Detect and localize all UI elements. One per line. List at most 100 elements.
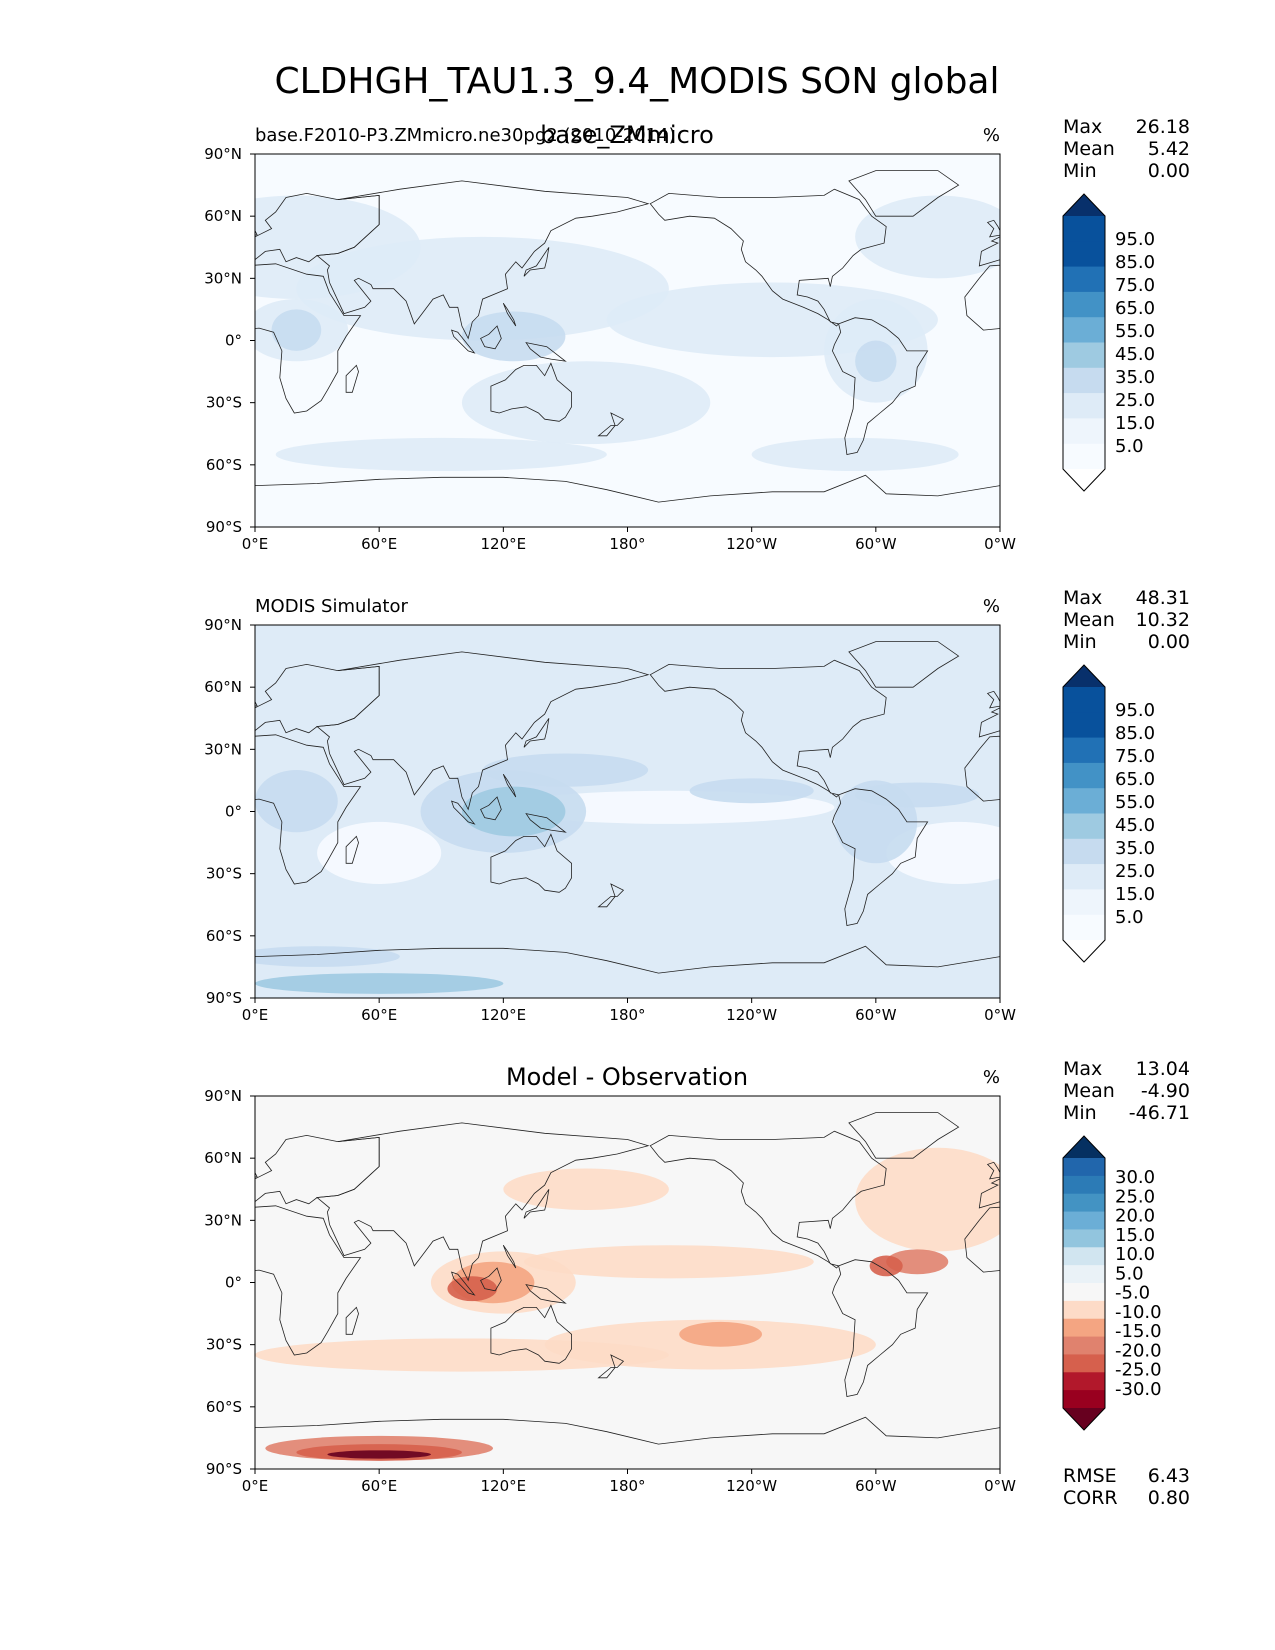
coastline-borneo <box>480 1267 502 1292</box>
coastline-northAmerica <box>649 659 887 798</box>
y-tick-label: 60°N <box>204 678 242 696</box>
colorbar-tick-label: 75.0 <box>1115 275 1155 296</box>
coastline-greenland <box>848 641 960 688</box>
colorbar-segment <box>1063 241 1105 268</box>
panel-title: Model - Observation <box>506 1063 748 1091</box>
coastline-asia <box>316 1122 650 1282</box>
y-tick-label: 0° <box>225 1274 242 1292</box>
field-layer <box>255 154 1000 527</box>
x-tick-label: 120°W <box>726 535 777 553</box>
panel-subtitle: MODIS Simulator <box>255 596 408 617</box>
y-tick-label: 90°N <box>204 1087 242 1105</box>
stat-label-mean: Mean <box>1063 609 1115 631</box>
field-contour <box>869 1255 903 1277</box>
stat-value-min: 0.00 <box>1148 631 1190 653</box>
coastline-antarctica <box>255 945 1000 998</box>
colorbar-extend-top <box>1063 194 1105 216</box>
field-contour <box>751 437 959 472</box>
x-tick-label: 120°W <box>726 1477 777 1495</box>
units-label: % <box>983 596 1000 617</box>
coastline-sumatra <box>450 1271 476 1296</box>
field-contour <box>855 340 897 382</box>
stat-label-max: Max <box>1063 587 1102 609</box>
y-tick-label: 90°S <box>206 1460 242 1478</box>
figure-title: CLDHGH_TAU1.3_9.4_MODIS SON global <box>274 61 999 102</box>
x-tick-label: 0°E <box>242 1477 269 1495</box>
colorbar-segment <box>1063 1354 1105 1373</box>
stat-label-mean: Mean <box>1063 1080 1115 1102</box>
field-contour <box>271 309 322 351</box>
field-layer <box>255 1096 1000 1469</box>
colorbar-tick-label: 95.0 <box>1115 700 1155 721</box>
colorbar-tick-label: 35.0 <box>1115 838 1155 859</box>
colorbar-outline <box>1062 193 1106 492</box>
colorbar-segment <box>1063 813 1105 840</box>
colorbar-tick-label: 5.0 <box>1115 436 1144 457</box>
colorbar: 30.025.020.015.010.05.0-5.0-10.0-15.0-20… <box>1062 1135 1162 1431</box>
colorbar-tick-label: 85.0 <box>1115 252 1155 273</box>
x-tick-label: 0°E <box>242 535 269 553</box>
y-tick-label: 90°N <box>204 145 242 163</box>
x-tick-label: 0°E <box>242 1006 269 1024</box>
stat-value-min: 0.00 <box>1148 160 1190 182</box>
field-contour <box>679 1321 763 1347</box>
colorbar-segment <box>1063 1390 1105 1409</box>
colorbar-segment <box>1063 317 1105 343</box>
colorbar-segment <box>1063 1265 1105 1284</box>
field-contour <box>447 1276 498 1302</box>
colorbar-tick-label: 55.0 <box>1115 321 1155 342</box>
field-contour <box>855 1147 1000 1252</box>
field-contour <box>461 361 711 445</box>
y-tick-label: 30°S <box>206 394 242 412</box>
x-tick-label: 180° <box>609 535 645 553</box>
coastline-madagascar <box>345 364 359 393</box>
colorbar-tick-label: 85.0 <box>1115 723 1155 744</box>
coastline-sumatra <box>450 329 476 354</box>
colorbar-tick-label: 25.0 <box>1115 390 1155 411</box>
panel-title: base_ZMmicro <box>540 121 714 149</box>
coastline-uk <box>255 1171 258 1178</box>
coastline-philippines <box>502 302 517 327</box>
colorbar-extend-bottom <box>1063 940 1105 962</box>
coastline-southAmerica <box>831 1259 929 1397</box>
coastline-africa <box>255 1205 362 1356</box>
field-contour <box>855 195 1000 279</box>
colorbar-segment <box>1063 914 1105 941</box>
stat-value-mean: 5.42 <box>1148 138 1190 160</box>
stat-value-corr: 0.80 <box>1148 1487 1190 1509</box>
coastline-uk-wrap <box>986 690 1000 709</box>
stat-value-mean: -4.90 <box>1141 1080 1190 1102</box>
stat-label-min: Min <box>1063 1102 1097 1124</box>
field-contour <box>275 437 607 472</box>
x-tick-label: 60°W <box>855 535 897 553</box>
x-tick-label: 120°E <box>481 535 527 553</box>
coastline-newGuinea <box>525 1284 567 1304</box>
colorbar-tick-label: -30.0 <box>1115 1379 1162 1400</box>
colorbar-segment <box>1063 1193 1105 1213</box>
y-tick-label: 60°S <box>206 927 242 945</box>
colorbar-segment <box>1063 788 1105 814</box>
field-contour <box>524 1245 814 1279</box>
colorbar-segment <box>1063 1247 1105 1266</box>
colorbar-segment <box>1063 342 1105 369</box>
x-tick-label: 0°W <box>984 535 1016 553</box>
y-tick-label: 0° <box>225 332 242 350</box>
coastline-greenland <box>848 170 960 217</box>
x-tick-label: 60°W <box>855 1477 897 1495</box>
field-contour <box>255 770 338 833</box>
colorbar-tick-label: 15.0 <box>1115 1225 1155 1246</box>
colorbar-tick-label: 15.0 <box>1115 413 1155 434</box>
x-tick-label: 60°E <box>361 1006 397 1024</box>
map-panel-2: 0°E 60°E 120°E 180° 120°W 60°W 0°W 90°N 60°N 30°N… <box>204 587 1190 1024</box>
colorbar-segment <box>1063 367 1105 394</box>
field-contour <box>503 1168 669 1210</box>
colorbar-outline <box>1062 1135 1106 1431</box>
stat-label-min: Min <box>1063 160 1097 182</box>
colorbar-tick-label: 65.0 <box>1115 769 1155 790</box>
colorbar-segment <box>1063 1318 1105 1338</box>
coastline-madagascar <box>345 1306 359 1335</box>
stat-value-rmse: 6.43 <box>1148 1465 1190 1487</box>
y-tick-label: 30°S <box>206 865 242 883</box>
y-tick-label: 30°N <box>204 1211 242 1229</box>
